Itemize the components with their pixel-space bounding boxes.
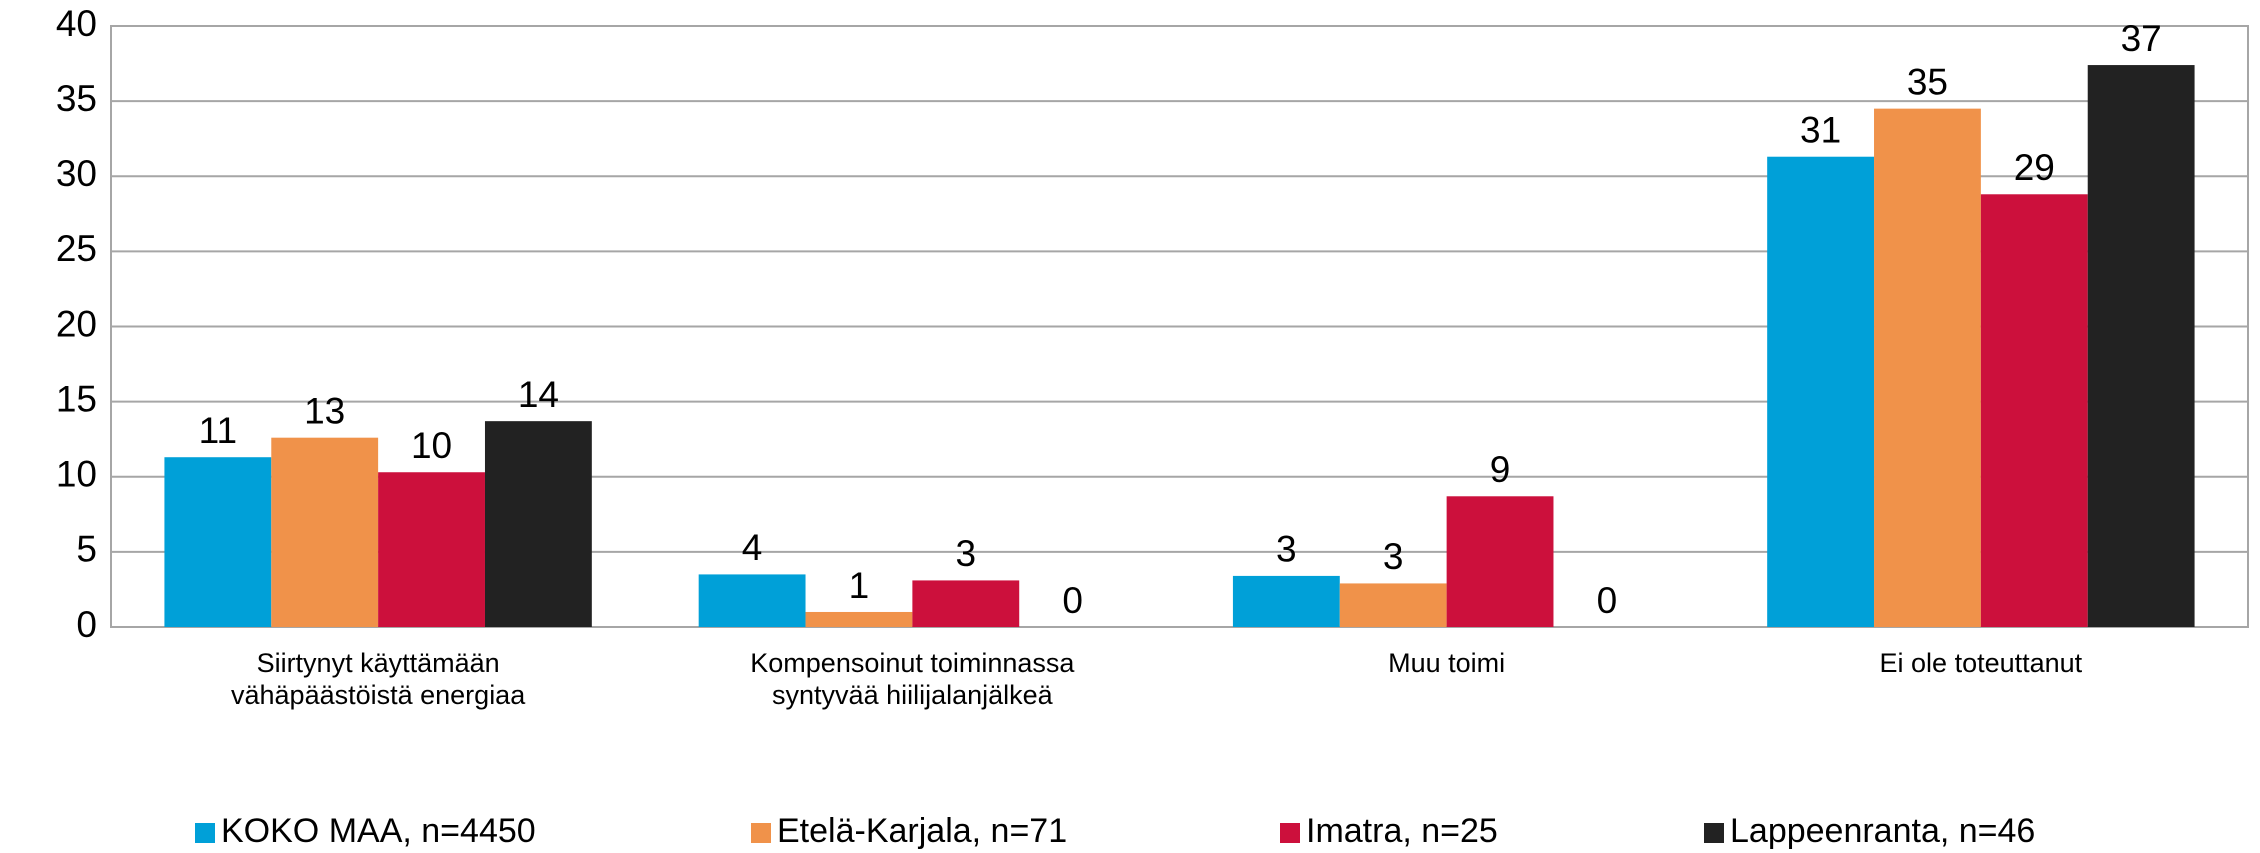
- y-tick-label: 5: [76, 529, 97, 570]
- legend-label: Lappeenranta, n=46: [1730, 812, 2035, 850]
- legend-label: Imatra, n=25: [1306, 812, 1498, 850]
- value-label: 10: [411, 425, 452, 466]
- value-label: 29: [2014, 147, 2055, 188]
- x-tick-label: Kompensoinut toiminnassa syntyvää hiilij…: [750, 648, 1075, 710]
- legend-swatch: [195, 823, 215, 843]
- y-tick-label: 35: [56, 78, 97, 119]
- value-label: 14: [518, 374, 559, 415]
- value-label: 3: [1276, 529, 1297, 570]
- value-label: 35: [1907, 61, 1948, 102]
- x-tick-label: Muu toimi: [1388, 648, 1506, 678]
- bar: [1339, 583, 1447, 627]
- bar: [1980, 194, 2088, 627]
- legend-swatch: [751, 823, 771, 843]
- legend-label: Etelä-Karjala, n=71: [777, 812, 1067, 850]
- plot-frame: [110, 25, 2249, 628]
- bar: [271, 437, 379, 627]
- y-tick-label: 20: [56, 303, 97, 344]
- bar: [484, 421, 592, 627]
- y-tick-label: 40: [56, 3, 97, 44]
- y-tick-label: 30: [56, 153, 97, 194]
- bar: [805, 611, 913, 627]
- value-label: 3: [1383, 536, 1404, 577]
- bar: [1767, 156, 1875, 627]
- legend-label: KOKO MAA, n=4450: [221, 812, 536, 850]
- y-tick-label: 15: [56, 378, 97, 419]
- y-tick-label: 10: [56, 454, 97, 495]
- legend-swatch: [1280, 823, 1300, 843]
- value-label: 11: [199, 410, 237, 451]
- y-tick-label: 0: [76, 604, 97, 645]
- bar: [1232, 575, 1340, 627]
- bar: [698, 574, 806, 627]
- value-label: 3: [956, 533, 977, 574]
- bar: [2087, 65, 2195, 627]
- bar: [1874, 108, 1981, 627]
- bar: [1446, 496, 1554, 627]
- bar: [378, 472, 485, 627]
- bar: [912, 580, 1020, 627]
- x-tick-label: Siirtynyt käyttämään vähäpäästöistä ener…: [231, 648, 526, 710]
- value-label: 0: [1597, 580, 1618, 621]
- value-label: 31: [1800, 109, 1841, 150]
- bar: [164, 457, 272, 627]
- value-label: 13: [304, 390, 345, 431]
- y-tick-label: 25: [56, 228, 97, 269]
- value-label: 0: [1062, 580, 1083, 621]
- value-label: 9: [1490, 449, 1511, 490]
- value-label: 1: [849, 565, 870, 606]
- x-tick-label: Ei ole toteuttanut: [1879, 648, 2083, 678]
- value-label: 4: [742, 527, 763, 568]
- legend-swatch: [1704, 823, 1724, 843]
- value-label: 37: [2121, 18, 2162, 59]
